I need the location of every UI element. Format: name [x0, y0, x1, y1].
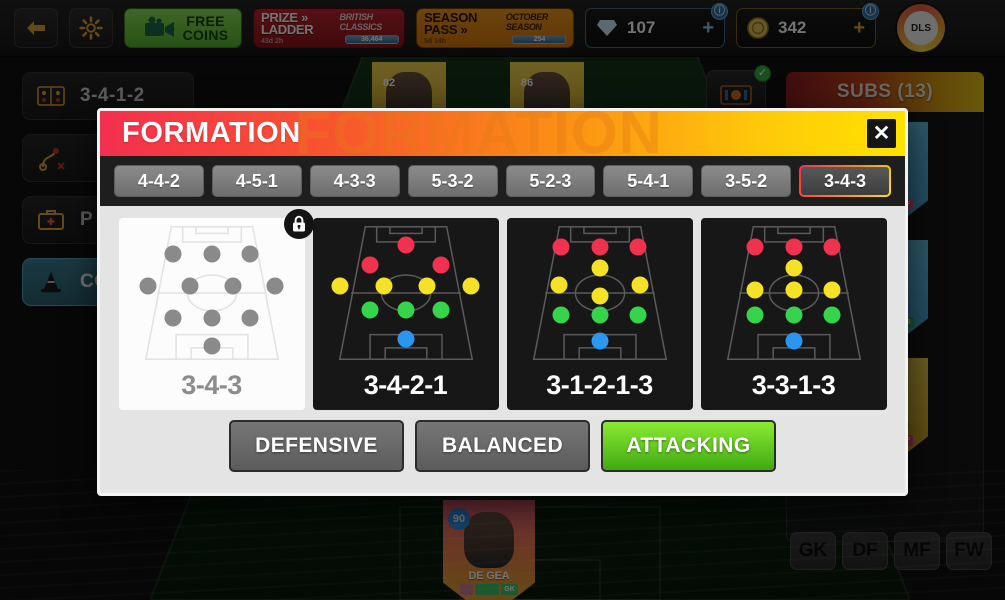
- player-dot: [552, 306, 570, 324]
- tab-3-5-2[interactable]: 3-5-2: [701, 165, 792, 197]
- player-dot: [181, 277, 199, 295]
- player-dot: [591, 259, 608, 277]
- formation-preview: [705, 223, 882, 363]
- formation-card-label: 3-1-2-1-3: [546, 370, 653, 400]
- player-dot: [591, 238, 608, 256]
- formation-card-3-3-1-3[interactable]: 3-3-1-3: [700, 218, 887, 410]
- formation-modal: FORMATION FORMATION ✕ 4-4-2 4-5-1 4-3-3 …: [97, 108, 908, 496]
- formation-card-label: 3-4-2-1: [363, 370, 448, 400]
- lock-badge: [283, 209, 314, 239]
- tab-4-5-1[interactable]: 4-5-1: [211, 165, 302, 197]
- player-dot: [203, 337, 220, 355]
- player-dot: [203, 309, 220, 327]
- formation-preview: [511, 223, 688, 363]
- mentality-buttons: DEFENSIVE BALANCED ATTACKING: [100, 410, 905, 486]
- player-dot: [241, 245, 259, 263]
- formation-preview: [317, 223, 494, 363]
- player-dot: [823, 281, 841, 299]
- formation-cards: 3-4-3: [100, 206, 905, 410]
- player-dot: [746, 306, 764, 324]
- player-dot: [629, 238, 647, 256]
- formation-card-3-1-2-1-3[interactable]: 3-1-2-1-3: [506, 218, 693, 410]
- player-dot: [462, 277, 480, 295]
- tab-5-2-3[interactable]: 5-2-3: [505, 165, 596, 197]
- tab-5-3-2[interactable]: 5-3-2: [407, 165, 498, 197]
- formation-preview: [123, 223, 300, 363]
- player-dot: [591, 306, 608, 324]
- player-dot: [785, 332, 802, 350]
- tab-3-4-3[interactable]: 3-4-3: [799, 165, 891, 197]
- tab-4-4-2[interactable]: 4-4-2: [114, 165, 204, 197]
- player-dot: [397, 301, 414, 319]
- player-dot: [432, 256, 450, 274]
- balanced-button[interactable]: BALANCED: [415, 420, 590, 472]
- player-dot: [139, 277, 157, 295]
- formation-card-label: 3-4-3: [181, 370, 242, 400]
- preview-pitch-lines: [338, 226, 473, 360]
- player-dot: [375, 277, 393, 295]
- formation-card-3-4-3[interactable]: 3-4-3: [118, 209, 314, 410]
- lock-icon: [292, 215, 305, 232]
- player-dot: [629, 306, 647, 324]
- player-dot: [631, 276, 649, 294]
- player-dot: [746, 238, 764, 256]
- player-dot: [397, 236, 414, 254]
- player-dot: [785, 281, 802, 299]
- player-dot: [361, 301, 379, 319]
- attacking-button[interactable]: ATTACKING: [601, 420, 776, 472]
- tab-5-4-1[interactable]: 5-4-1: [603, 165, 694, 197]
- close-button[interactable]: ✕: [865, 117, 898, 150]
- formation-tabs: 4-4-2 4-5-1 4-3-3 5-3-2 5-2-3 5-4-1 3-5-…: [100, 156, 905, 206]
- modal-title: FORMATION: [122, 117, 301, 149]
- formation-card-3-4-2-1[interactable]: 3-4-2-1: [312, 218, 499, 410]
- player-dot: [823, 306, 841, 324]
- player-dot: [591, 287, 608, 305]
- player-dot: [241, 309, 259, 327]
- player-dot: [331, 277, 349, 295]
- player-dot: [746, 281, 764, 299]
- player-dot: [203, 245, 220, 263]
- player-dot: [591, 332, 608, 350]
- player-dot: [823, 238, 841, 256]
- player-dot: [418, 277, 436, 295]
- tab-4-3-3[interactable]: 4-3-3: [309, 165, 400, 197]
- defensive-button[interactable]: DEFENSIVE: [229, 420, 404, 472]
- player-dot: [552, 238, 570, 256]
- player-dot: [432, 301, 450, 319]
- player-dot: [397, 330, 414, 348]
- player-dot: [785, 238, 802, 256]
- player-dot: [785, 306, 802, 324]
- player-dot: [785, 259, 802, 277]
- player-dot: [361, 256, 379, 274]
- player-dot: [164, 309, 182, 327]
- formation-card-label: 3-3-1-3: [751, 370, 836, 400]
- player-dot: [550, 276, 568, 294]
- modal-header: FORMATION FORMATION ✕: [100, 111, 905, 166]
- player-dot: [266, 277, 284, 295]
- player-dot: [224, 277, 242, 295]
- player-dot: [164, 245, 182, 263]
